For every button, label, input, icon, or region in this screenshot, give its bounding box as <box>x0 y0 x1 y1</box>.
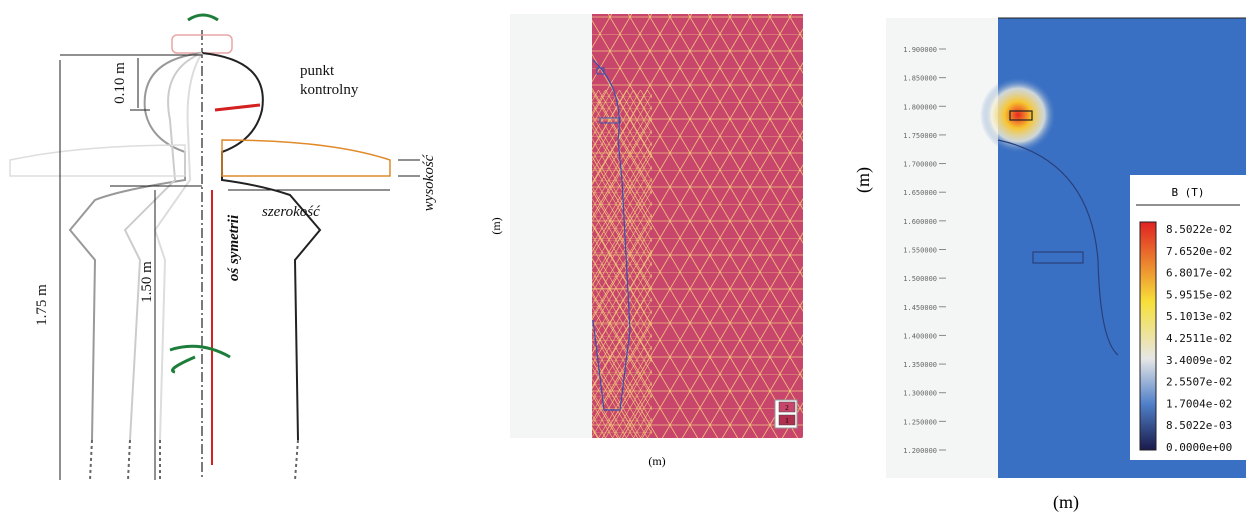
colorbar-label: 7.6520e-02 <box>1166 245 1232 258</box>
y-tick-label: 1.300000 <box>903 390 937 398</box>
y-axis-label: (m) <box>489 217 503 234</box>
left-drawing <box>10 15 420 480</box>
y-tick-label: 1.850000 <box>903 75 937 83</box>
y-axis-label: (m) <box>853 167 874 193</box>
colorbar-label: 0.0000e+00 <box>1166 441 1232 454</box>
y-tick-label: 1.350000 <box>903 361 937 369</box>
x-axis-label: (m) <box>1053 492 1079 513</box>
dimension-label: wysokość <box>421 153 437 211</box>
legend-label: 1 <box>785 417 789 425</box>
y-tick-label: 1.650000 <box>903 189 937 197</box>
y-tick-label: 1.400000 <box>903 332 937 340</box>
y-tick-label: 1.800000 <box>903 103 937 111</box>
colorbar-label: 2.5507e-02 <box>1166 376 1232 389</box>
dimension-label: 0.10 m <box>112 62 128 104</box>
colorbar-label: 1.7004e-02 <box>1166 397 1232 410</box>
y-tick-label: 1.500000 <box>903 275 937 283</box>
colorbar-label: 5.1013e-02 <box>1166 310 1232 323</box>
dimension-label: szerokość <box>262 204 321 220</box>
colorbar-label: 5.9515e-02 <box>1166 288 1232 301</box>
legend-label: 2 <box>785 404 789 412</box>
control-point-label: punkt <box>300 63 335 79</box>
y-tick-label: 1.900000 <box>903 46 937 54</box>
colorbar-label: 8.5022e-02 <box>1166 223 1232 236</box>
control-point-label: kontrolny <box>300 82 359 98</box>
colorbar-label: 3.4009e-02 <box>1166 354 1232 367</box>
y-tick-label: 1.450000 <box>903 304 937 312</box>
mesh-panel <box>510 14 803 438</box>
y-tick-label: 1.600000 <box>903 218 937 226</box>
colorbar-title: B (T) <box>1171 186 1204 199</box>
y-tick-label: 1.200000 <box>903 447 937 455</box>
x-axis-label: (m) <box>648 454 665 468</box>
figure: punkt kontrolny 0.10 m 1.75 m 1.50 m oś … <box>0 0 1246 515</box>
colorbar-label: 6.8017e-02 <box>1166 267 1232 280</box>
y-tick-label: 1.250000 <box>903 418 937 426</box>
y-tick-label: 1.550000 <box>903 247 937 255</box>
axis-label: oś symetrii <box>226 214 242 281</box>
dimension-label: 1.75 m <box>34 284 50 326</box>
colorbar-label: 8.5022e-03 <box>1166 419 1232 432</box>
colorbar-label: 4.2511e-02 <box>1166 332 1232 345</box>
y-tick-label: 1.750000 <box>903 132 937 140</box>
dimension-label: 1.50 m <box>139 261 155 303</box>
y-tick-label: 1.700000 <box>903 161 937 169</box>
